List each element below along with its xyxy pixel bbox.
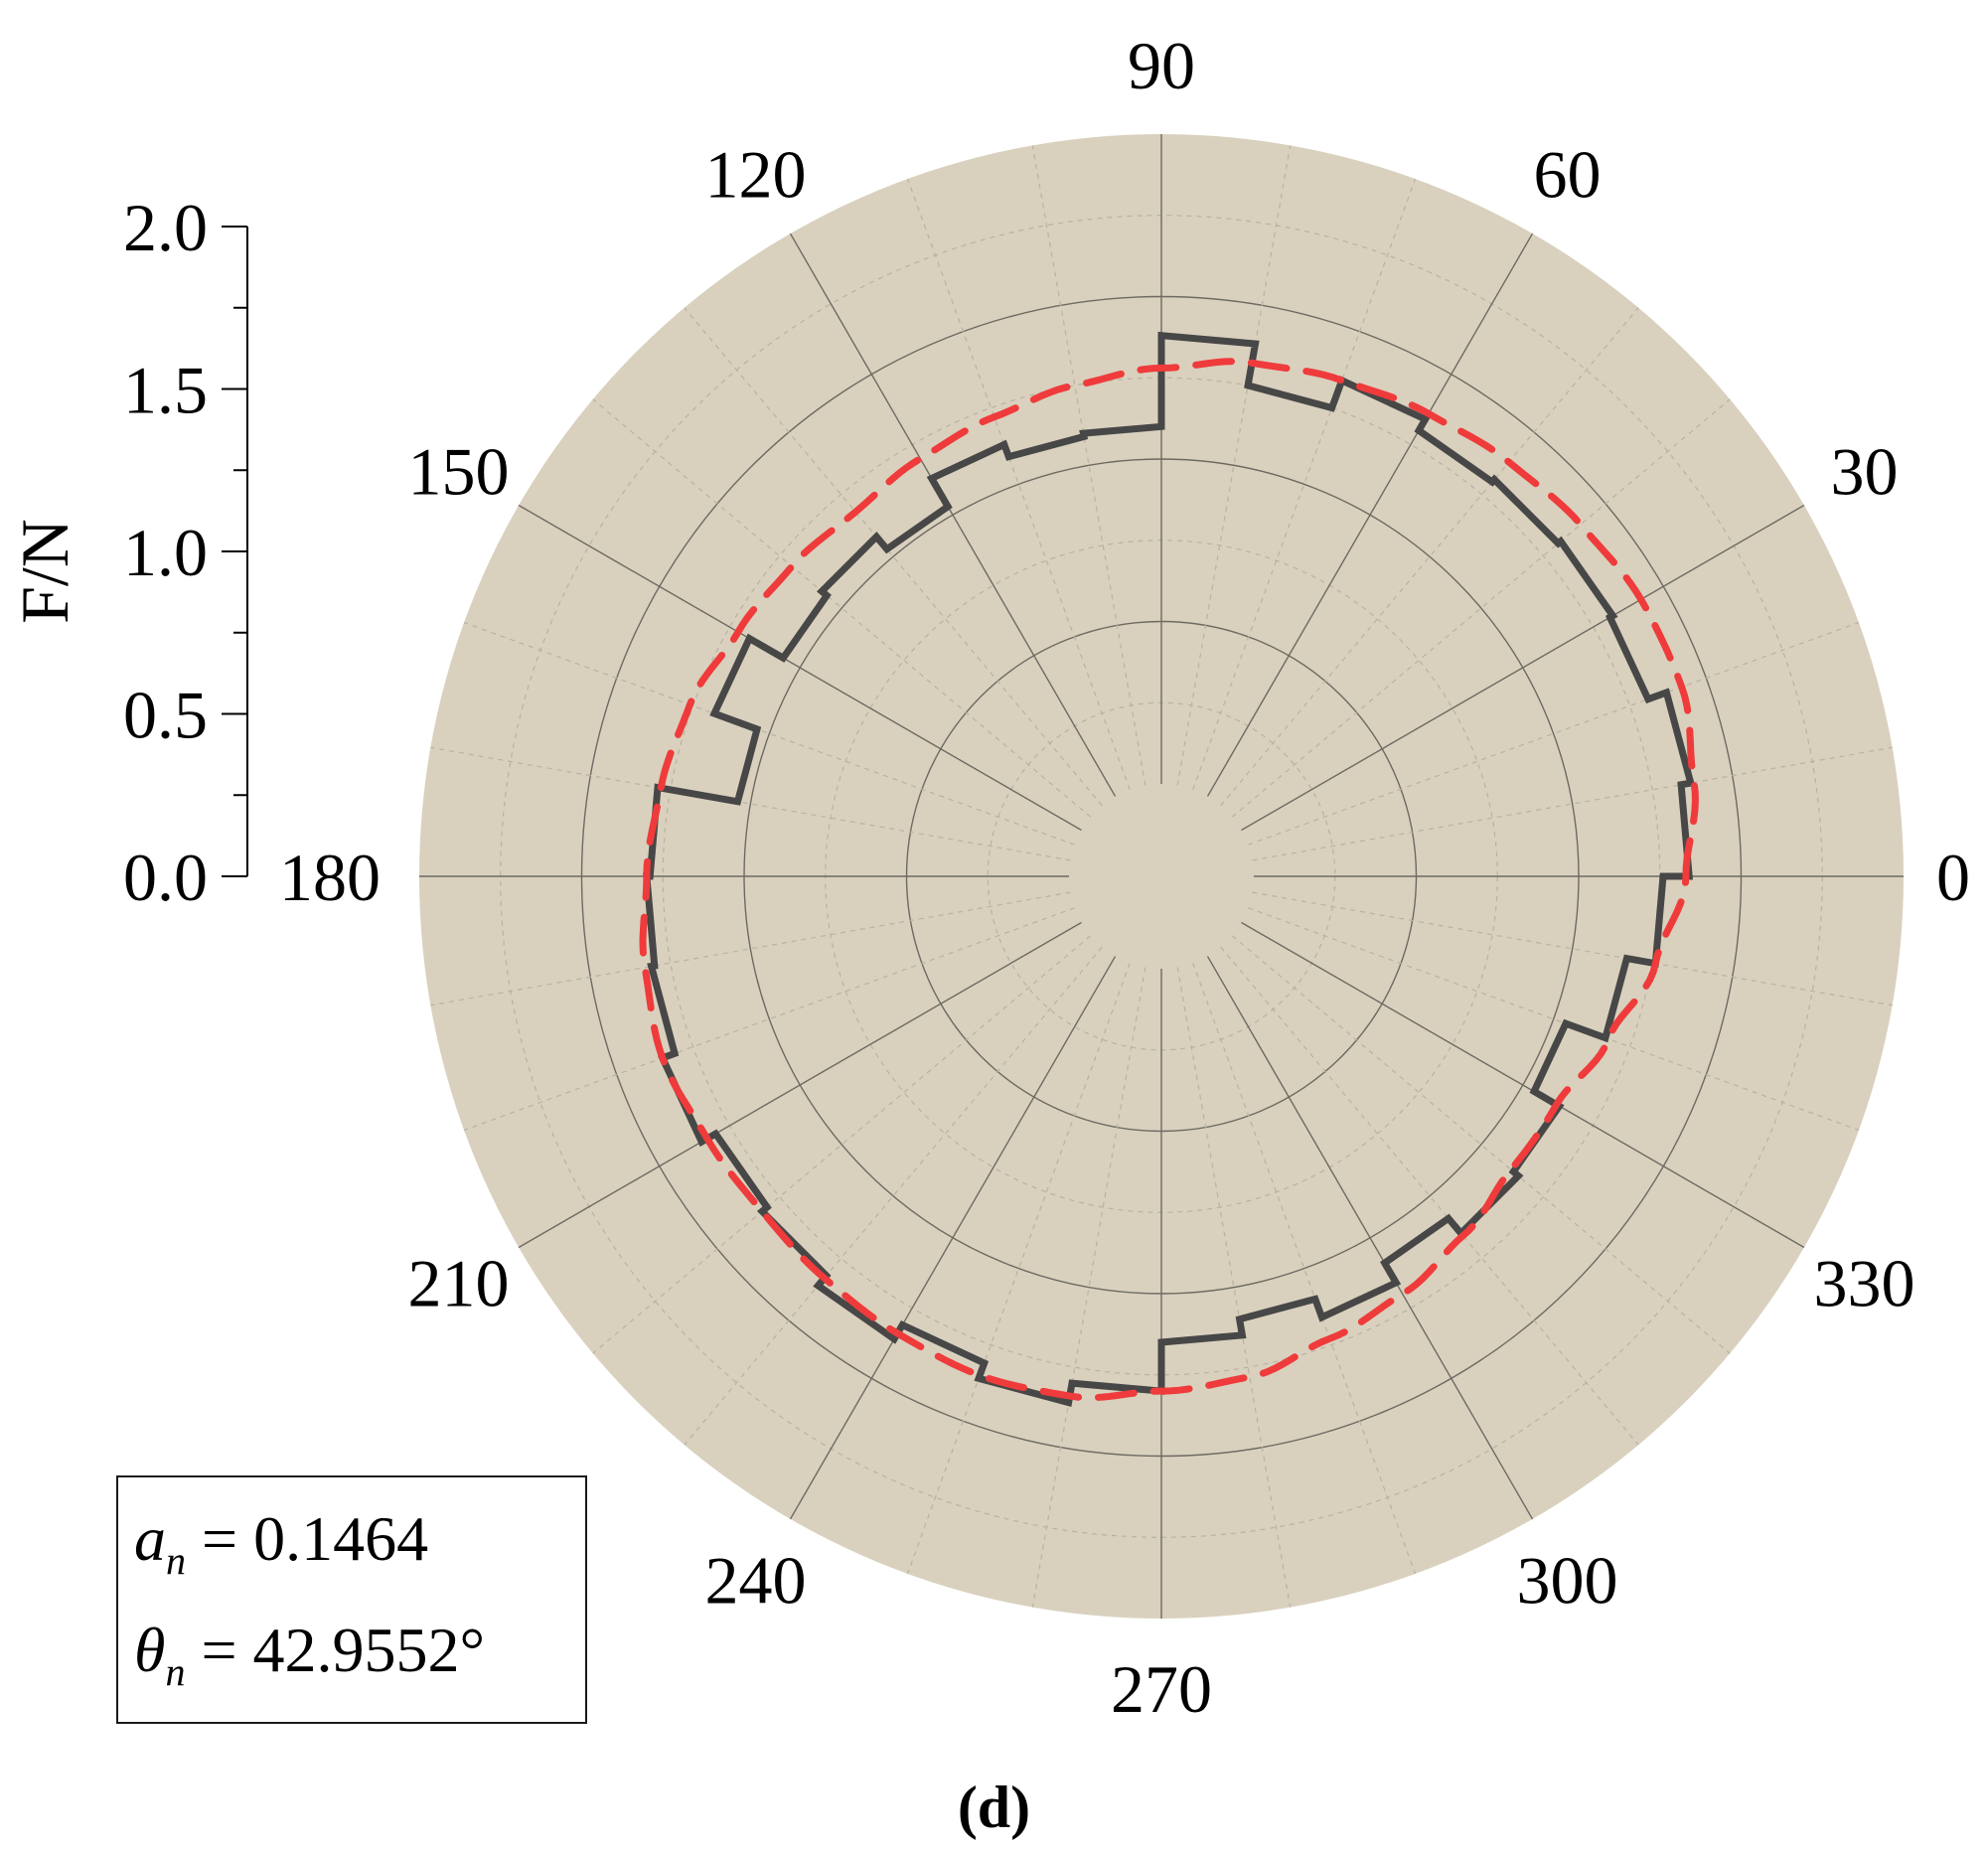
minor-grid-spoke [684, 946, 1103, 1446]
major-grid-spoke [1241, 921, 1805, 1249]
a-n-annotation: an = 0.1464 [134, 1507, 428, 1581]
a-symbol: a [134, 1503, 166, 1574]
radial-tick-label: 1.0 [123, 515, 208, 590]
major-grid-spoke [789, 232, 1117, 797]
minor-grid-spoke [1231, 935, 1731, 1354]
series-dashed-line [639, 358, 1699, 1402]
a-n-value: = 0.1464 [202, 1503, 429, 1574]
minor-grid-spoke [430, 746, 1071, 861]
radial-tick-label: 2.0 [123, 190, 208, 265]
minor-grid-spoke [906, 963, 1131, 1575]
angle-tick-label-330: 330 [1814, 1246, 1915, 1321]
minor-grid-spoke [1176, 967, 1292, 1608]
minor-grid-spoke [592, 398, 1092, 818]
minor-grid-spoke [463, 907, 1075, 1132]
angle-tick-label-60: 60 [1534, 136, 1602, 212]
angle-tick-label-300: 300 [1517, 1543, 1618, 1619]
radial-tick-label: 0.5 [123, 678, 208, 753]
panel-label: (d) [957, 1775, 1031, 1840]
minor-grid-spoke [1192, 963, 1417, 1575]
angle-tick-label-90: 90 [1128, 28, 1195, 103]
angle-tick-label-210: 210 [407, 1246, 509, 1321]
angle-tick-label-180: 180 [279, 840, 381, 915]
minor-grid-spoke [684, 307, 1103, 807]
a-subscript: n [166, 1538, 186, 1583]
minor-grid-spoke [1031, 967, 1147, 1608]
theta-n-value: = 42.9552° [201, 1615, 486, 1685]
minor-grid-spoke [1220, 946, 1639, 1446]
major-grid-spoke [1241, 504, 1805, 832]
theta-subscript: n [165, 1649, 186, 1694]
radial-tick-label: 1.5 [123, 353, 208, 428]
angle-tick-label-0: 0 [1936, 840, 1970, 915]
minor-grid-spoke [1252, 891, 1893, 1006]
major-grid-spoke [1206, 232, 1534, 797]
angle-tick-label-150: 150 [407, 434, 509, 510]
theta-n-annotation: θn = 42.9552° [134, 1619, 485, 1692]
minor-grid-spoke [1220, 307, 1639, 807]
angle-tick-label-120: 120 [705, 136, 807, 212]
radial-tick-label: 0.0 [123, 840, 208, 915]
major-grid-spoke [1206, 956, 1534, 1520]
major-grid-spoke [789, 956, 1117, 1520]
angle-tick-label-270: 270 [1111, 1651, 1212, 1727]
angle-tick-label-30: 30 [1831, 434, 1899, 510]
angle-tick-label-240: 240 [705, 1543, 807, 1619]
parameter-annotation-box: an = 0.1464 θn = 42.9552° [116, 1475, 587, 1724]
theta-symbol: θ [134, 1615, 166, 1685]
minor-grid-spoke [1252, 746, 1893, 861]
minor-grid-spoke [430, 891, 1071, 1006]
minor-grid-spoke [592, 935, 1092, 1354]
minor-grid-spoke [1231, 398, 1731, 818]
radial-axis-label: F/N [7, 519, 82, 624]
major-grid-spoke [518, 921, 1082, 1249]
major-grid-spoke [518, 504, 1082, 832]
